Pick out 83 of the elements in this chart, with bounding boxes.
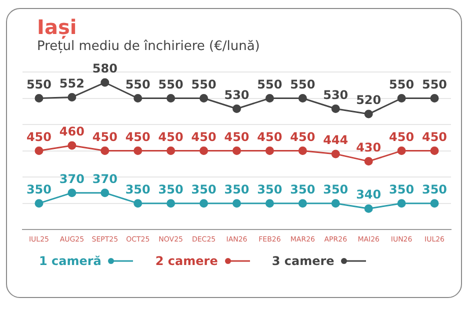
legend-label: 2 camere (155, 254, 218, 268)
data-label: 550 (191, 77, 216, 92)
data-label: 370 (59, 172, 84, 186)
point (397, 199, 406, 208)
data-label: 350 (290, 182, 316, 196)
point (68, 141, 76, 150)
point (166, 146, 176, 156)
data-label: 450 (26, 130, 52, 144)
data-label: 350 (26, 182, 52, 196)
data-label: 450 (290, 130, 316, 144)
point (430, 199, 439, 208)
point (265, 146, 274, 156)
point (364, 110, 373, 118)
data-label: 450 (92, 130, 118, 144)
data-label: 350 (191, 182, 216, 196)
point (34, 94, 44, 103)
point (232, 104, 241, 114)
data-label: 350 (323, 182, 348, 196)
data-label: 450 (257, 130, 282, 144)
data-label: 550 (26, 77, 52, 92)
point (134, 94, 142, 103)
point (364, 204, 373, 213)
data-label: 450 (191, 130, 216, 144)
data-label: 350 (422, 182, 448, 196)
data-label: 370 (92, 172, 118, 186)
point (430, 94, 439, 103)
data-label: 340 (356, 188, 382, 202)
data-label: 550 (389, 77, 414, 92)
point (200, 94, 208, 103)
point (232, 146, 241, 156)
data-label: 550 (257, 77, 282, 92)
point (134, 146, 142, 156)
data-label: 550 (125, 77, 150, 92)
point (100, 146, 110, 156)
data-label: 450 (125, 130, 150, 144)
point (200, 199, 208, 208)
data-label: 450 (224, 130, 250, 144)
data-label: 350 (257, 182, 282, 196)
point (166, 94, 176, 103)
point (298, 199, 307, 208)
point (331, 199, 340, 208)
chart-subtitle: Prețul mediu de închiriere (€/lună) (36, 39, 261, 54)
point (232, 199, 241, 208)
point (298, 146, 307, 156)
legend-label: 3 camere (272, 254, 334, 268)
data-label: 444 (323, 133, 348, 148)
data-label: 530 (224, 88, 250, 102)
data-label: 450 (389, 130, 414, 144)
point (200, 146, 208, 156)
data-label: 460 (59, 124, 84, 139)
point (34, 199, 44, 208)
data-label: 552 (59, 76, 84, 90)
point (100, 78, 110, 87)
point (430, 146, 439, 156)
data-label: 550 (158, 77, 184, 92)
point (100, 188, 110, 198)
point (265, 94, 274, 103)
point (331, 150, 340, 158)
point (68, 188, 76, 198)
point (265, 199, 274, 208)
data-label: 550 (290, 77, 316, 92)
point (166, 199, 176, 208)
point (397, 94, 406, 103)
point (68, 92, 76, 102)
point (134, 199, 142, 208)
data-label: 580 (92, 62, 118, 76)
point (364, 157, 373, 166)
data-label: 350 (125, 182, 150, 196)
data-label: 550 (422, 77, 448, 92)
point (34, 146, 44, 156)
data-label: 350 (389, 182, 414, 196)
data-label: 350 (224, 182, 250, 196)
point (397, 146, 406, 156)
chart-title: Iași (36, 15, 78, 39)
data-label: 450 (422, 130, 448, 144)
point (331, 104, 340, 114)
data-label: 530 (323, 88, 348, 102)
data-label: 430 (356, 140, 382, 154)
legend-label: 1 cameră (39, 254, 102, 268)
data-label: 450 (158, 130, 184, 144)
data-label: 520 (356, 93, 382, 108)
data-label: 350 (158, 182, 184, 196)
point (298, 94, 307, 103)
